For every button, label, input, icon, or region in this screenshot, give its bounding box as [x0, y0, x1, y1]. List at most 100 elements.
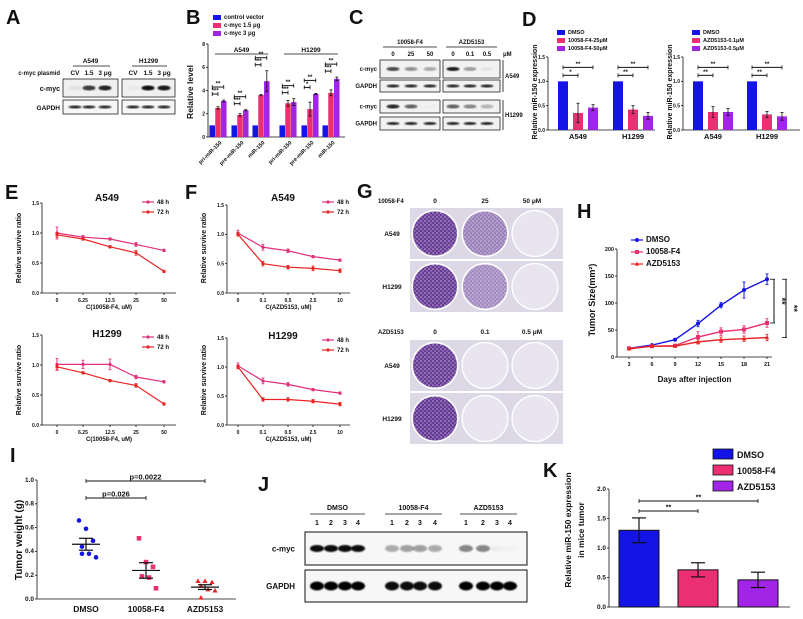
protein-band [386, 67, 400, 71]
y-axis-label: Relative survive ratio [201, 345, 208, 415]
y-tick-label: 2 [202, 112, 205, 118]
data-point [150, 564, 156, 570]
colony-stain [463, 211, 507, 256]
data-point [134, 251, 138, 255]
panel-label: B [186, 7, 200, 29]
legend-label: DMSO [737, 450, 764, 460]
group-label: DMSO [327, 505, 349, 512]
protein-band [446, 67, 460, 71]
dose-label: 0.5 μM [522, 329, 542, 336]
dose-label: 0.1 [480, 329, 489, 336]
group-label: 10058-F4 [397, 40, 423, 46]
data-point [236, 232, 240, 236]
lane-label: 1 [464, 520, 468, 527]
data-point [76, 518, 82, 523]
legend-swatch [712, 480, 734, 492]
x-category-label: DMSO [73, 604, 99, 614]
panel-label: G [357, 181, 373, 203]
legend-marker [326, 200, 330, 204]
y-axis-label: Relative survive ratio [201, 213, 208, 283]
x-axis-label: C(10058-F4, uM) [86, 437, 132, 443]
protein-band [459, 545, 473, 552]
y-tick-label: 0.5 [538, 103, 545, 109]
lane-label: 0 [391, 52, 395, 58]
panel-label: F [185, 182, 197, 204]
data-point [108, 379, 112, 383]
legend-label: 72 h [157, 210, 169, 216]
protein-band [446, 122, 460, 125]
significance-label: ** [777, 298, 787, 306]
bar [328, 92, 334, 137]
significance-label: * [306, 82, 309, 88]
group-label: 10058-F4 [399, 505, 429, 512]
protein-band [157, 105, 171, 109]
bar [252, 125, 258, 137]
colony-stain [513, 343, 557, 388]
y-tick-label: 0.8 [25, 501, 34, 508]
protein-band [127, 86, 140, 91]
x-tick-label: 3 [627, 362, 630, 368]
x-tick-label: 2.5 [310, 430, 317, 436]
x-tick-label: 0 [56, 298, 59, 304]
x-category-label: miR-150 [317, 140, 336, 159]
lane-label: 2 [481, 520, 485, 527]
lane-label: 3 [495, 520, 499, 527]
protein-band [310, 545, 324, 552]
legend-marker [146, 210, 150, 214]
y-tick-label: 0.0 [217, 423, 224, 429]
bar [231, 125, 237, 137]
bar [613, 81, 623, 130]
data-point [742, 288, 746, 293]
y-tick-label: 1.0 [673, 79, 680, 85]
significance-label: ** [259, 52, 264, 58]
protein-band [490, 581, 504, 591]
data-point [673, 337, 677, 342]
data-point [286, 397, 290, 402]
significance-label: ** [623, 70, 628, 76]
data-point [79, 551, 85, 557]
data-point [81, 237, 85, 241]
series-line [237, 232, 341, 261]
x-tick-label: 0 [56, 430, 59, 436]
bar [334, 78, 340, 137]
x-tick-label: 15 [718, 362, 724, 368]
bar [307, 109, 313, 137]
dose-label: 25 [481, 198, 489, 205]
legend-swatch [213, 15, 221, 20]
protein-band [480, 67, 494, 71]
y-tick-label: 0.5 [597, 574, 606, 581]
protein-band [98, 105, 112, 109]
protein-band [338, 581, 352, 591]
x-tick-label: 50 [161, 430, 167, 436]
protein-band [386, 122, 400, 125]
legend-label: control vector [224, 15, 265, 21]
significance-label: *** [234, 98, 242, 104]
y-tick-label: 0.0 [32, 423, 39, 429]
legend-marker [146, 200, 150, 204]
significance-label: ** [329, 59, 334, 65]
protein-band [400, 545, 414, 552]
x-axis-label: C(10058-F4, uM) [86, 305, 132, 311]
lane-label: 2 [329, 520, 333, 527]
row-label: GAPDH [355, 84, 377, 90]
legend-label: 48 h [157, 335, 169, 341]
lane-label: 0.1 [466, 52, 475, 58]
colony-stain [413, 211, 457, 256]
x-tick-label: 18 [741, 362, 747, 368]
y-tick-label: 50 [608, 328, 614, 334]
data-point [134, 375, 138, 379]
lane-label: 25 [408, 52, 415, 58]
protein-band [141, 105, 155, 109]
legend-label: 72 h [337, 348, 349, 354]
legend-marker [635, 250, 639, 254]
data-point [81, 362, 85, 366]
row-label: GAPDH [37, 105, 61, 112]
data-point [81, 371, 85, 375]
x-tick-label: 12 [695, 362, 701, 368]
panel-label: H [577, 201, 591, 223]
data-point [162, 248, 166, 252]
data-point [286, 382, 290, 386]
protein-band [423, 67, 437, 71]
significance-label: ** [286, 80, 291, 86]
y-tick-label: 1.5 [538, 55, 545, 61]
